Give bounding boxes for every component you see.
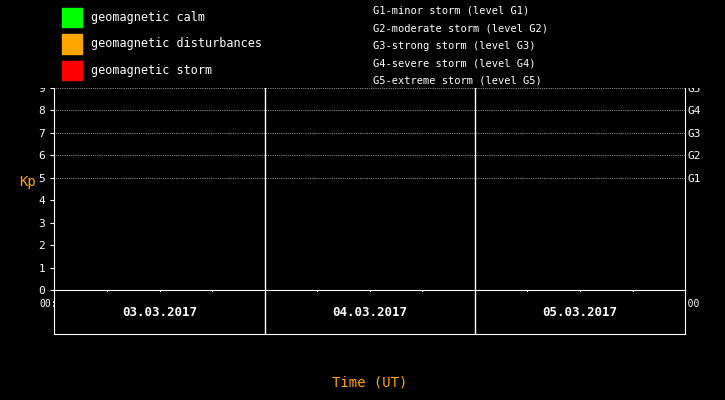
Bar bbox=[62, 8, 82, 27]
Text: G1-minor storm (level G1): G1-minor storm (level G1) bbox=[373, 6, 530, 16]
Text: 03.03.2017: 03.03.2017 bbox=[122, 306, 197, 320]
Text: geomagnetic calm: geomagnetic calm bbox=[91, 11, 204, 24]
Text: G3-strong storm (level G3): G3-strong storm (level G3) bbox=[373, 41, 536, 51]
Text: G2-moderate storm (level G2): G2-moderate storm (level G2) bbox=[373, 23, 548, 33]
Bar bbox=[62, 34, 82, 54]
Text: geomagnetic storm: geomagnetic storm bbox=[91, 64, 212, 77]
Text: 05.03.2017: 05.03.2017 bbox=[542, 306, 618, 320]
Text: geomagnetic disturbances: geomagnetic disturbances bbox=[91, 38, 262, 50]
Bar bbox=[62, 61, 82, 80]
Text: Time (UT): Time (UT) bbox=[332, 375, 407, 389]
Text: 04.03.2017: 04.03.2017 bbox=[332, 306, 407, 320]
Text: G5-extreme storm (level G5): G5-extreme storm (level G5) bbox=[373, 76, 542, 86]
Y-axis label: Kp: Kp bbox=[19, 175, 36, 189]
Text: G4-severe storm (level G4): G4-severe storm (level G4) bbox=[373, 58, 536, 68]
